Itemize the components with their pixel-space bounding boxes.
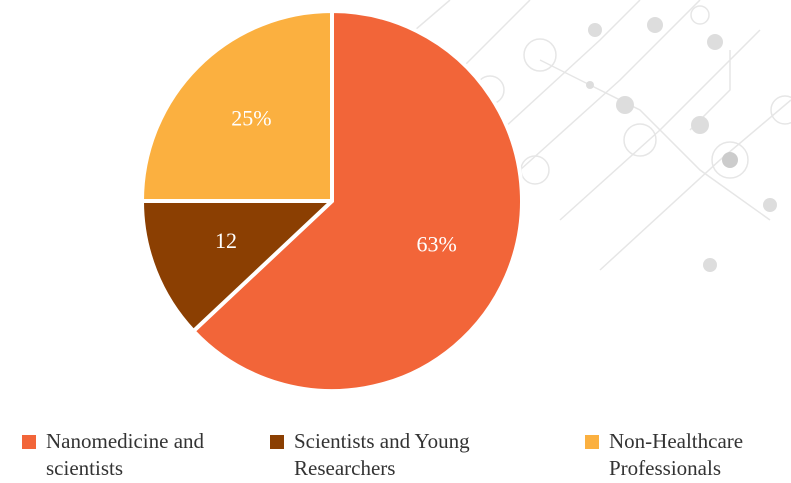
legend-label: Scientists and Young Researchers xyxy=(294,428,510,482)
legend-swatch xyxy=(22,435,36,449)
legend-item: Non-Healthcare Professionals xyxy=(585,428,775,482)
legend-label: Nanomedicine and scientists xyxy=(46,428,246,482)
legend-swatch xyxy=(270,435,284,449)
legend-swatch xyxy=(585,435,599,449)
slice-label: 63% xyxy=(416,231,456,256)
slice-label: 25% xyxy=(231,105,271,130)
legend-item: Nanomedicine and scientists xyxy=(22,428,262,482)
legend-item: Scientists and Young Researchers xyxy=(270,428,510,482)
chart: 63% 12 25% xyxy=(0,0,791,483)
page: 63% 12 25% Nanomedicine and scientists Scie… xyxy=(0,0,791,483)
legend-label: Non-Healthcare Professionals xyxy=(609,428,775,482)
slice-label: 12 xyxy=(215,228,237,253)
